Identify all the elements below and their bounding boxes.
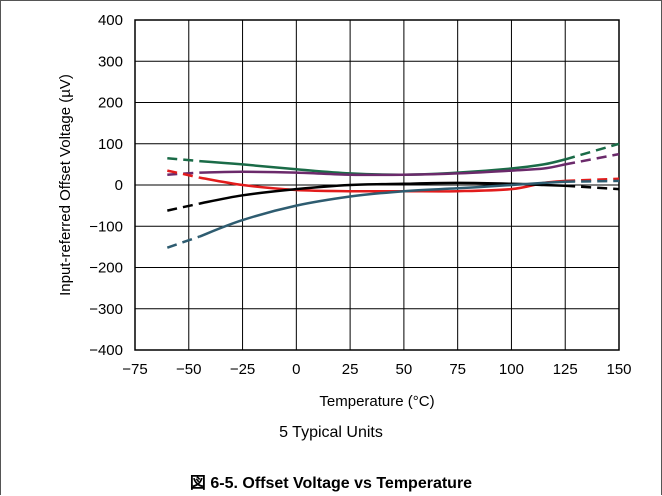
y-tick-label: −400 bbox=[89, 342, 123, 359]
figure-caption: 図 6-5. Offset Voltage vs Temperature bbox=[189, 475, 473, 492]
plot-border bbox=[134, 19, 620, 351]
x-axis-label: Temperature (°C) bbox=[319, 393, 434, 410]
offset-voltage-chart: −75 −50 −25 0 25 50 75 100 125 150 −400 −300 −200 −1… bbox=[57, 12, 632, 410]
x-tick-labels: −75 −50 −25 0 25 50 75 100 125 150 bbox=[122, 361, 631, 378]
series-line-dashed-low bbox=[167, 169, 200, 179]
x-tick-label: 125 bbox=[553, 361, 578, 378]
series-line-solid bbox=[199, 180, 566, 238]
series-group bbox=[166, 142, 620, 249]
x-tick-label: 150 bbox=[606, 361, 631, 378]
series-line bbox=[166, 179, 620, 249]
y-tick-labels: −400 −300 −200 −100 0 100 200 300 400 bbox=[89, 12, 123, 359]
series-line-dashed-high bbox=[564, 142, 620, 161]
x-tick-label: 0 bbox=[292, 361, 300, 378]
x-tick-label: 25 bbox=[342, 361, 359, 378]
y-axis-label: Input-referred Offset Voltage (µV) bbox=[57, 74, 74, 296]
series-line-dashed-high bbox=[565, 184, 620, 191]
chart-note: 5 Typical Units bbox=[279, 424, 383, 441]
series-line bbox=[167, 142, 620, 176]
y-tick-label: 0 bbox=[115, 177, 123, 194]
series-line-dashed-high bbox=[564, 152, 620, 166]
y-tick-label: 200 bbox=[98, 95, 123, 112]
series-line-dashed-low bbox=[166, 235, 200, 249]
y-tick-label: 100 bbox=[98, 136, 123, 153]
series-line-dashed-high bbox=[565, 179, 620, 183]
y-tick-label: −300 bbox=[89, 301, 123, 318]
y-tick-label: 300 bbox=[98, 53, 123, 70]
x-tick-label: 75 bbox=[449, 361, 466, 378]
y-tick-label: 400 bbox=[98, 12, 123, 29]
y-tick-label: −100 bbox=[89, 218, 123, 235]
y-tick-label: −200 bbox=[89, 260, 123, 277]
x-tick-label: −25 bbox=[230, 361, 255, 378]
series-line bbox=[167, 181, 620, 212]
x-tick-label: −75 bbox=[122, 361, 147, 378]
x-tick-label: 100 bbox=[499, 361, 524, 378]
plot-area bbox=[134, 19, 620, 351]
x-tick-label: −50 bbox=[176, 361, 201, 378]
series-line-dashed-low bbox=[167, 202, 200, 212]
series-line-dashed-low bbox=[167, 156, 200, 163]
series-line-solid bbox=[199, 163, 566, 177]
x-tick-label: 50 bbox=[396, 361, 413, 378]
series-line-solid bbox=[199, 181, 566, 205]
